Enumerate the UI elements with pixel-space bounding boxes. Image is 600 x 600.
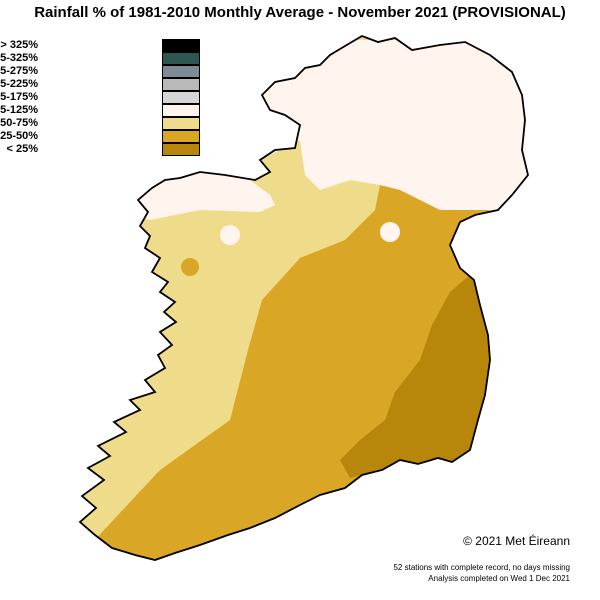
legend-label: 50-75% [0, 117, 38, 129]
legend-swatch [162, 130, 200, 143]
legend-label: < 25% [6, 143, 39, 155]
legend-swatch [162, 91, 200, 104]
legend-label: 175-225% [0, 78, 38, 90]
rainfall-band-75-125-west [130, 172, 275, 220]
legend-label: 25-50% [0, 130, 38, 142]
legend-swatch [162, 143, 200, 156]
rainfall-spot-75-125 [380, 222, 400, 242]
legend-label: 125-175% [0, 91, 38, 103]
rainfall-spot-75-125 [220, 225, 240, 245]
footnote: 52 stations with complete record, no day… [393, 562, 570, 584]
footnote-analysis-date: Analysis completed on Wed 1 Dec 2021 [428, 574, 570, 583]
legend-swatch [162, 117, 200, 130]
map-title: Rainfall % of 1981-2010 Monthly Average … [34, 4, 566, 21]
rainfall-spot-25-50 [181, 258, 199, 276]
legend-swatch [162, 104, 200, 117]
legend-swatch [162, 52, 200, 65]
legend-label: > 325% [0, 39, 38, 51]
legend-swatch [162, 65, 200, 78]
legend-label: 225-275% [0, 65, 38, 77]
copyright-text: © 2021 Met Éireann [463, 534, 570, 548]
footnote-stations: 52 stations with complete record, no day… [393, 563, 570, 572]
rainfall-band-75-125-north [250, 40, 528, 210]
legend-swatch [162, 78, 200, 91]
legend-label: 275-325% [0, 52, 38, 64]
legend-label: 75-125% [0, 104, 38, 116]
legend-swatch [162, 39, 200, 52]
